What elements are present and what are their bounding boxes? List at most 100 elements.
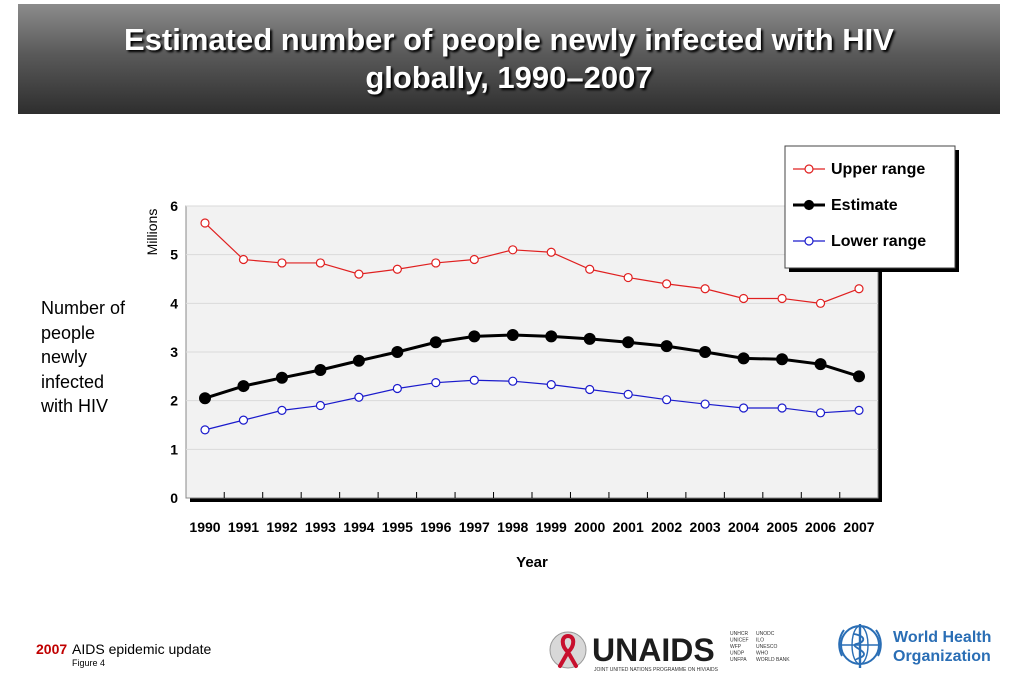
partner-name: UNFPA xyxy=(730,657,747,663)
data-point-upper-range xyxy=(469,254,479,265)
side-label-line: Number of xyxy=(41,298,126,318)
x-tick-label: 2006 xyxy=(805,519,836,535)
data-point-upper-range xyxy=(815,298,826,308)
data-point-estimate xyxy=(237,380,250,393)
data-point-lower-range xyxy=(200,425,210,435)
x-tick-label: 2007 xyxy=(843,519,874,535)
partner-name: WHO xyxy=(756,651,768,657)
data-point-lower-range xyxy=(777,403,787,413)
data-point-lower-range xyxy=(585,384,595,395)
data-point-upper-range xyxy=(277,258,287,268)
data-point-lower-range xyxy=(315,400,326,411)
who-logo: World Health Organization xyxy=(838,624,991,668)
y-tick-label: 1 xyxy=(170,441,178,457)
x-tick-label: 1991 xyxy=(228,519,259,535)
y-tick-label: 5 xyxy=(170,247,178,263)
data-point-lower-range xyxy=(854,405,864,415)
legend-label: Upper range xyxy=(831,161,925,178)
data-point-estimate xyxy=(391,346,404,358)
data-point-lower-range xyxy=(392,383,402,394)
data-point-upper-range xyxy=(623,272,633,283)
x-tick-label: 2002 xyxy=(651,519,682,535)
data-point-estimate xyxy=(275,371,288,384)
x-tick-label: 2000 xyxy=(574,519,605,535)
data-point-estimate xyxy=(853,370,865,383)
legend-label: Lower range xyxy=(831,233,926,250)
side-label-line: newly xyxy=(41,347,88,367)
data-point-estimate xyxy=(814,358,827,371)
partner-name: WORLD BANK xyxy=(756,657,790,663)
data-point-estimate xyxy=(468,330,481,343)
legend-swatch-marker xyxy=(804,236,814,246)
side-description: Number of people newly infected with HIV xyxy=(41,296,151,419)
partner-name: UNESCO xyxy=(756,644,778,650)
y-tick-label: 2 xyxy=(170,393,178,409)
data-point-lower-range xyxy=(738,403,749,413)
data-point-estimate xyxy=(506,328,519,341)
ribbon-globe-icon xyxy=(549,631,587,669)
data-point-estimate xyxy=(737,352,750,365)
data-point-estimate xyxy=(429,336,442,349)
data-point-upper-range xyxy=(200,218,210,228)
data-point-estimate xyxy=(583,332,596,345)
y-axis-label: Millions xyxy=(144,209,160,256)
x-tick-label: 1999 xyxy=(536,519,567,535)
y-tick-label: 0 xyxy=(170,490,178,506)
unaids-tagline: JOINT UNITED NATIONS PROGRAMME ON HIV/AI… xyxy=(594,667,719,673)
data-point-upper-range xyxy=(777,293,787,304)
data-point-upper-range xyxy=(508,245,518,255)
unaids-logo: UNAIDS JOINT UNITED NATIONS PROGRAMME ON… xyxy=(549,631,790,673)
data-point-estimate xyxy=(545,330,558,343)
data-point-lower-range xyxy=(815,408,826,418)
data-point-upper-range xyxy=(700,284,710,294)
data-point-lower-range xyxy=(277,405,287,415)
partner-name: ILO xyxy=(756,638,764,644)
x-tick-label: 1994 xyxy=(343,519,374,535)
partner-name: UNODC xyxy=(756,631,775,637)
x-tick-label: 1992 xyxy=(266,519,297,535)
series-line-lower-range xyxy=(204,379,860,431)
data-point-estimate xyxy=(660,340,673,353)
side-label-line: infected xyxy=(41,371,105,392)
partner-name: UNICEF xyxy=(730,638,749,644)
data-point-estimate xyxy=(314,364,327,377)
data-point-upper-range xyxy=(238,254,249,265)
data-point-upper-range xyxy=(315,258,326,268)
who-emblem-icon xyxy=(838,624,882,668)
data-point-estimate xyxy=(199,392,211,405)
data-point-lower-range xyxy=(623,389,633,399)
data-point-upper-range xyxy=(662,279,672,289)
data-point-lower-range xyxy=(508,376,518,386)
x-tick-label: 2003 xyxy=(690,519,721,535)
data-point-lower-range xyxy=(546,380,556,390)
data-point-estimate xyxy=(776,353,789,366)
x-tick-label: 1997 xyxy=(459,519,490,535)
footer-report-title: AIDS epidemic update xyxy=(72,641,212,657)
data-point-upper-range xyxy=(546,247,556,257)
footer-year: 2007 xyxy=(36,641,68,657)
legend-label: Estimate xyxy=(831,197,898,214)
data-point-lower-range xyxy=(469,375,479,385)
data-point-estimate xyxy=(699,346,712,358)
x-tick-label: 1993 xyxy=(305,519,336,535)
data-point-estimate xyxy=(622,336,635,349)
footer-figure-label: Figure 4 xyxy=(72,658,106,668)
side-label-line: with HIV xyxy=(41,396,109,416)
y-tick-label: 3 xyxy=(170,344,178,360)
title-line1: Estimated number of people newly infecte… xyxy=(124,22,894,57)
y-tick-label: 4 xyxy=(170,295,178,311)
who-name-line1: World Health xyxy=(893,629,991,646)
y-tick-label: 6 xyxy=(170,198,178,214)
data-point-upper-range xyxy=(354,269,364,279)
x-tick-label: 2005 xyxy=(766,519,797,535)
data-point-estimate xyxy=(352,354,365,367)
legend-swatch-marker xyxy=(804,164,814,174)
who-name-line2: Organization xyxy=(893,648,991,665)
data-point-lower-range xyxy=(700,399,710,409)
x-tick-label: 1995 xyxy=(382,519,413,535)
data-point-lower-range xyxy=(662,395,672,405)
x-tick-label: 2001 xyxy=(613,519,644,535)
data-point-upper-range xyxy=(392,264,402,274)
